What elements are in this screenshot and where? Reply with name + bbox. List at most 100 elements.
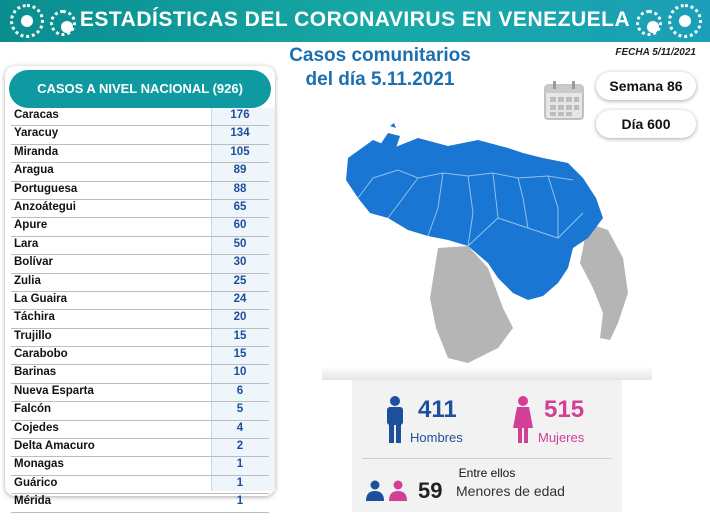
values-column-bg <box>211 108 275 491</box>
case-count: 89 <box>233 164 247 177</box>
minors-label: Menores de edad <box>456 483 565 499</box>
case-count: 60 <box>233 219 247 232</box>
state-name: Falcón <box>14 403 52 416</box>
state-name: Carabobo <box>14 348 68 361</box>
case-count: 4 <box>236 421 244 434</box>
case-count: 1 <box>236 495 244 508</box>
case-count: 24 <box>233 292 247 305</box>
map-island <box>523 157 533 163</box>
state-name: Nueva Esparta <box>14 384 94 397</box>
case-count: 134 <box>230 127 250 140</box>
case-count: 176 <box>230 109 250 121</box>
minors-count: 59 <box>418 478 443 503</box>
men-label: Hombres <box>410 430 463 445</box>
state-name: Delta Amacuro <box>14 440 95 453</box>
state-name: Miranda <box>14 145 59 158</box>
table-row: La Guaira 24 <box>11 292 269 311</box>
women-count: 515 <box>544 396 585 423</box>
table-row: Monagas 1 <box>11 457 269 476</box>
case-count: 5 <box>236 403 244 416</box>
virus-icon <box>636 10 662 36</box>
state-name: Caracas <box>14 109 59 121</box>
table-row: Nueva Esparta 6 <box>11 384 269 403</box>
state-name: Aragua <box>14 164 54 177</box>
state-name: Táchira <box>14 311 55 324</box>
week-badge: Semana 86 <box>596 72 696 100</box>
women-label: Mujeres <box>538 430 585 445</box>
calendar-icon <box>544 81 584 120</box>
table-row: Bolívar 30 <box>11 255 269 274</box>
map-neighbor-left <box>430 246 513 363</box>
table-row: Delta Amacuro 2 <box>11 439 269 458</box>
state-name: Monagas <box>14 458 64 471</box>
table-row: Barinas 10 <box>11 365 269 384</box>
state-name: Trujillo <box>14 329 52 342</box>
virus-icon <box>10 4 44 38</box>
map-venezuela <box>346 138 603 300</box>
state-name: Yaracuy <box>14 127 59 140</box>
table-row: Cojedes 4 <box>11 421 269 440</box>
man-icon <box>387 396 403 443</box>
table-row: Lara 50 <box>11 237 269 256</box>
cases-table: CASOS A NIVEL NACIONAL (926) Caracas 176 Y… <box>5 66 275 513</box>
case-count: 10 <box>233 366 247 379</box>
state-name: Apure <box>14 219 48 232</box>
table-row: Guárico 1 <box>11 476 269 495</box>
state-name: Lara <box>14 237 39 250</box>
map-island <box>500 156 516 164</box>
case-count: 15 <box>233 348 247 361</box>
virus-icon <box>668 4 702 38</box>
header-banner: ESTADÍSTICAS DEL CORONAVIRUS EN VENEZUEL… <box>0 0 710 42</box>
between-label: Entre ellos <box>458 466 516 480</box>
table-row: Mérida 1 <box>11 494 269 513</box>
day-badge: Día 600 <box>596 110 696 138</box>
case-count: 65 <box>233 200 247 213</box>
case-count: 25 <box>233 274 247 287</box>
table-row: Miranda 105 <box>11 145 269 164</box>
subtitle: Casos comunitarios del día 5.11.2021 <box>270 44 490 92</box>
case-count: 105 <box>230 145 250 158</box>
subtitle-line-2: del día 5.11.2021 <box>305 69 455 90</box>
virus-icon <box>50 10 76 36</box>
case-count: 88 <box>233 182 247 195</box>
table-row: Caracas 176 <box>11 108 269 127</box>
table-row: Apure 60 <box>11 218 269 237</box>
case-count: 6 <box>236 384 244 397</box>
map-neighbor-right <box>580 223 628 340</box>
table-row: Anzoátegui 65 <box>11 200 269 219</box>
state-name: Barinas <box>14 366 57 379</box>
page-title: ESTADÍSTICAS DEL CORONAVIRUS EN VENEZUEL… <box>79 8 631 31</box>
case-count: 1 <box>236 476 244 489</box>
case-count: 1 <box>236 458 244 471</box>
case-count: 20 <box>233 311 247 324</box>
case-count: 15 <box>233 329 247 342</box>
state-name: Portuguesa <box>14 182 78 195</box>
table-row: Portuguesa 88 <box>11 182 269 200</box>
table-row: Táchira 20 <box>11 310 269 329</box>
state-name: Guárico <box>14 476 58 489</box>
table-row: Yaracuy 134 <box>11 126 269 145</box>
table-row: Falcón 5 <box>11 402 269 421</box>
state-name: Bolívar <box>14 256 53 269</box>
venezuela-map <box>346 123 628 363</box>
table-row: Carabobo 15 <box>11 347 269 366</box>
family-icon <box>366 480 407 501</box>
case-count: 2 <box>236 440 244 453</box>
gender-summary: 411 Hombres 515 Mujeres Entre ellos 59 M… <box>322 366 652 512</box>
state-name: Cojedes <box>14 421 59 434</box>
map-island <box>390 123 396 128</box>
state-name: Mérida <box>14 495 52 508</box>
table-row: Aragua 89 <box>11 163 269 182</box>
state-name: La Guaira <box>14 292 68 305</box>
report-date: FECHA 5/11/2021 <box>615 47 696 58</box>
state-name: Anzoátegui <box>14 200 76 213</box>
table-row: Trujillo 15 <box>11 329 269 348</box>
map-peninsula <box>378 133 400 148</box>
table-row: Zulia 25 <box>11 274 269 292</box>
table-heading: CASOS A NIVEL NACIONAL (926) <box>9 70 271 108</box>
subtitle-line-1: Casos comunitarios <box>289 45 471 66</box>
state-name: Zulia <box>14 274 41 287</box>
men-count: 411 <box>418 396 457 423</box>
case-count: 50 <box>233 237 247 250</box>
case-count: 30 <box>233 256 247 269</box>
